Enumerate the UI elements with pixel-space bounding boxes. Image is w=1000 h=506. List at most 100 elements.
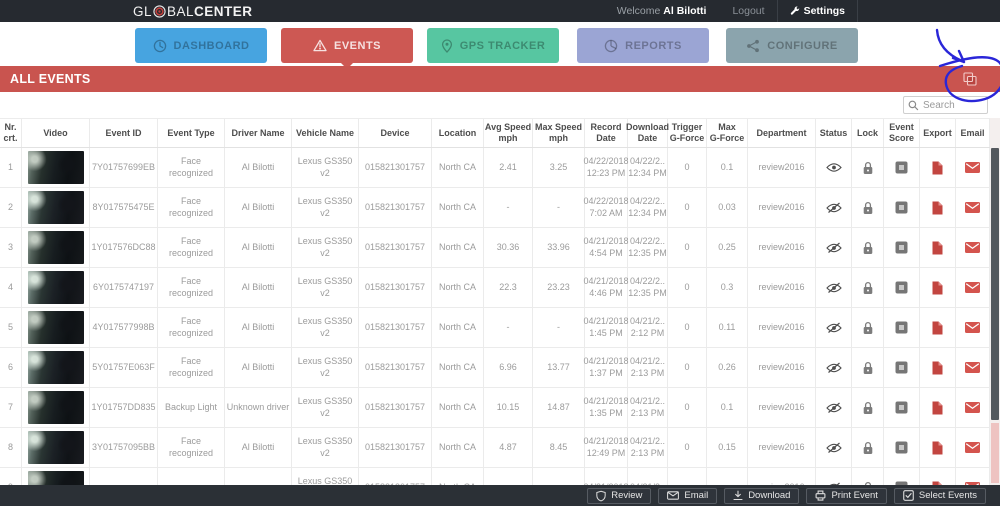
export-button[interactable] bbox=[920, 268, 956, 307]
column-header[interactable]: Nr. crt. bbox=[0, 119, 22, 147]
nav-events[interactable]: EVENTS bbox=[281, 28, 413, 69]
column-header[interactable]: Record Date bbox=[585, 119, 628, 147]
search-input[interactable] bbox=[923, 99, 983, 111]
nav-configure[interactable]: CONFIGURE bbox=[726, 28, 858, 63]
table-row[interactable]: 6 5Y01757E063F Face recognized Al Bilott… bbox=[0, 348, 990, 388]
search-box[interactable] bbox=[903, 96, 988, 114]
nav-dashboard[interactable]: DASHBOARD bbox=[135, 28, 267, 63]
column-header[interactable]: Vehicle Name bbox=[292, 119, 359, 147]
video-thumbnail[interactable] bbox=[27, 311, 84, 344]
event-score-button[interactable] bbox=[884, 388, 920, 427]
video-thumbnail[interactable] bbox=[27, 151, 84, 184]
video-thumbnail[interactable] bbox=[27, 191, 84, 224]
column-header[interactable]: Location bbox=[432, 119, 484, 147]
print-event-button[interactable]: Print Event bbox=[806, 487, 887, 504]
email-button[interactable] bbox=[956, 228, 990, 267]
export-button[interactable] bbox=[920, 308, 956, 347]
column-header[interactable]: Event Type bbox=[158, 119, 225, 147]
pdf-export-icon bbox=[932, 201, 943, 214]
print-icon bbox=[815, 490, 826, 501]
table-row[interactable]: 2 8Y017575475E Face recognized Al Bilott… bbox=[0, 188, 990, 228]
lock-button[interactable] bbox=[852, 188, 884, 227]
column-header[interactable]: Max Speed mph bbox=[533, 119, 585, 147]
table-row[interactable]: 3 1Y017576DC88 Face recognized Al Bilott… bbox=[0, 228, 990, 268]
event-score-button[interactable] bbox=[884, 268, 920, 307]
email-button[interactable]: Email bbox=[658, 487, 718, 504]
column-header[interactable]: Download Date bbox=[626, 119, 669, 147]
status-toggle[interactable] bbox=[816, 348, 852, 387]
settings-link[interactable]: Settings bbox=[776, 0, 858, 22]
email-button[interactable] bbox=[956, 188, 990, 227]
column-header[interactable]: Lock bbox=[852, 119, 884, 147]
status-toggle[interactable] bbox=[816, 228, 852, 267]
email-button[interactable] bbox=[956, 308, 990, 347]
event-score-icon bbox=[895, 361, 908, 374]
email-button[interactable] bbox=[956, 428, 990, 467]
email-button[interactable] bbox=[956, 348, 990, 387]
logout-link[interactable]: Logout bbox=[732, 5, 765, 17]
lock-button[interactable] bbox=[852, 348, 884, 387]
column-header[interactable]: Max G-Force bbox=[707, 119, 748, 147]
status-toggle[interactable] bbox=[816, 308, 852, 347]
review-button[interactable]: Review bbox=[587, 487, 652, 504]
column-header[interactable]: Avg Speed mph bbox=[484, 119, 533, 147]
table-row[interactable]: 1 7Y01757699EB Face recognized Al Bilott… bbox=[0, 148, 990, 188]
status-toggle[interactable] bbox=[816, 268, 852, 307]
email-button[interactable] bbox=[956, 388, 990, 427]
status-toggle[interactable] bbox=[816, 188, 852, 227]
download-button[interactable]: Download bbox=[724, 487, 800, 504]
column-header[interactable]: Device bbox=[359, 119, 432, 147]
video-thumbnail[interactable] bbox=[27, 351, 84, 384]
export-button[interactable] bbox=[920, 188, 956, 227]
status-toggle[interactable] bbox=[816, 148, 852, 187]
nav-gps-tracker[interactable]: GPS TRACKER bbox=[427, 28, 559, 63]
export-button[interactable] bbox=[920, 228, 956, 267]
event-score-button[interactable] bbox=[884, 348, 920, 387]
table-scrollbar-track[interactable] bbox=[990, 118, 1000, 485]
video-thumbnail[interactable] bbox=[27, 231, 84, 264]
column-header[interactable]: Department bbox=[748, 119, 816, 147]
export-button[interactable] bbox=[920, 428, 956, 467]
column-header[interactable]: Trigger G-Force bbox=[668, 119, 707, 147]
table-scrollbar-thumb[interactable] bbox=[991, 148, 999, 420]
event-score-button[interactable] bbox=[884, 148, 920, 187]
table-row[interactable]: 8 3Y01757095BB Face recognized Al Bilott… bbox=[0, 428, 990, 468]
column-header[interactable]: Event ID bbox=[90, 119, 158, 147]
nav-reports[interactable]: REPORTS bbox=[577, 28, 709, 63]
department-cell: review2016 bbox=[748, 268, 816, 307]
video-thumbnail[interactable] bbox=[27, 391, 84, 424]
event-score-button[interactable] bbox=[884, 228, 920, 267]
nav-label: GPS TRACKER bbox=[459, 39, 546, 52]
table-row[interactable]: 7 1Y01757DD835 Backup Light Unknown driv… bbox=[0, 388, 990, 428]
video-thumbnail[interactable] bbox=[27, 431, 84, 464]
select-events-button[interactable]: Select Events bbox=[893, 487, 986, 504]
column-header[interactable]: Driver Name bbox=[225, 119, 292, 147]
export-button[interactable] bbox=[920, 148, 956, 187]
event-score-button[interactable] bbox=[884, 428, 920, 467]
column-header[interactable]: Event Score bbox=[884, 119, 920, 147]
event-score-button[interactable] bbox=[884, 188, 920, 227]
export-button[interactable] bbox=[920, 348, 956, 387]
status-toggle[interactable] bbox=[816, 428, 852, 467]
copy-events-button[interactable] bbox=[962, 71, 978, 87]
column-header[interactable]: Video bbox=[22, 119, 90, 147]
table-row[interactable]: 5 4Y017577998B Face recognized Al Bilott… bbox=[0, 308, 990, 348]
column-header[interactable]: Export bbox=[920, 119, 956, 147]
lock-button[interactable] bbox=[852, 428, 884, 467]
lock-button[interactable] bbox=[852, 308, 884, 347]
export-button[interactable] bbox=[920, 388, 956, 427]
event-score-button[interactable] bbox=[884, 308, 920, 347]
column-header[interactable]: Status bbox=[816, 119, 852, 147]
email-button[interactable] bbox=[956, 148, 990, 187]
record-date-cell: 04/21/2018 4:46 PM bbox=[583, 268, 629, 307]
lock-button[interactable] bbox=[852, 388, 884, 427]
table-body: 1 7Y01757699EB Face recognized Al Bilott… bbox=[0, 148, 990, 506]
video-thumbnail[interactable] bbox=[27, 271, 84, 304]
column-header[interactable]: Email bbox=[956, 119, 990, 147]
email-button[interactable] bbox=[956, 268, 990, 307]
status-toggle[interactable] bbox=[816, 388, 852, 427]
lock-button[interactable] bbox=[852, 268, 884, 307]
lock-button[interactable] bbox=[852, 228, 884, 267]
table-row[interactable]: 4 6Y0175747197 Face recognized Al Bilott… bbox=[0, 268, 990, 308]
lock-button[interactable] bbox=[852, 148, 884, 187]
